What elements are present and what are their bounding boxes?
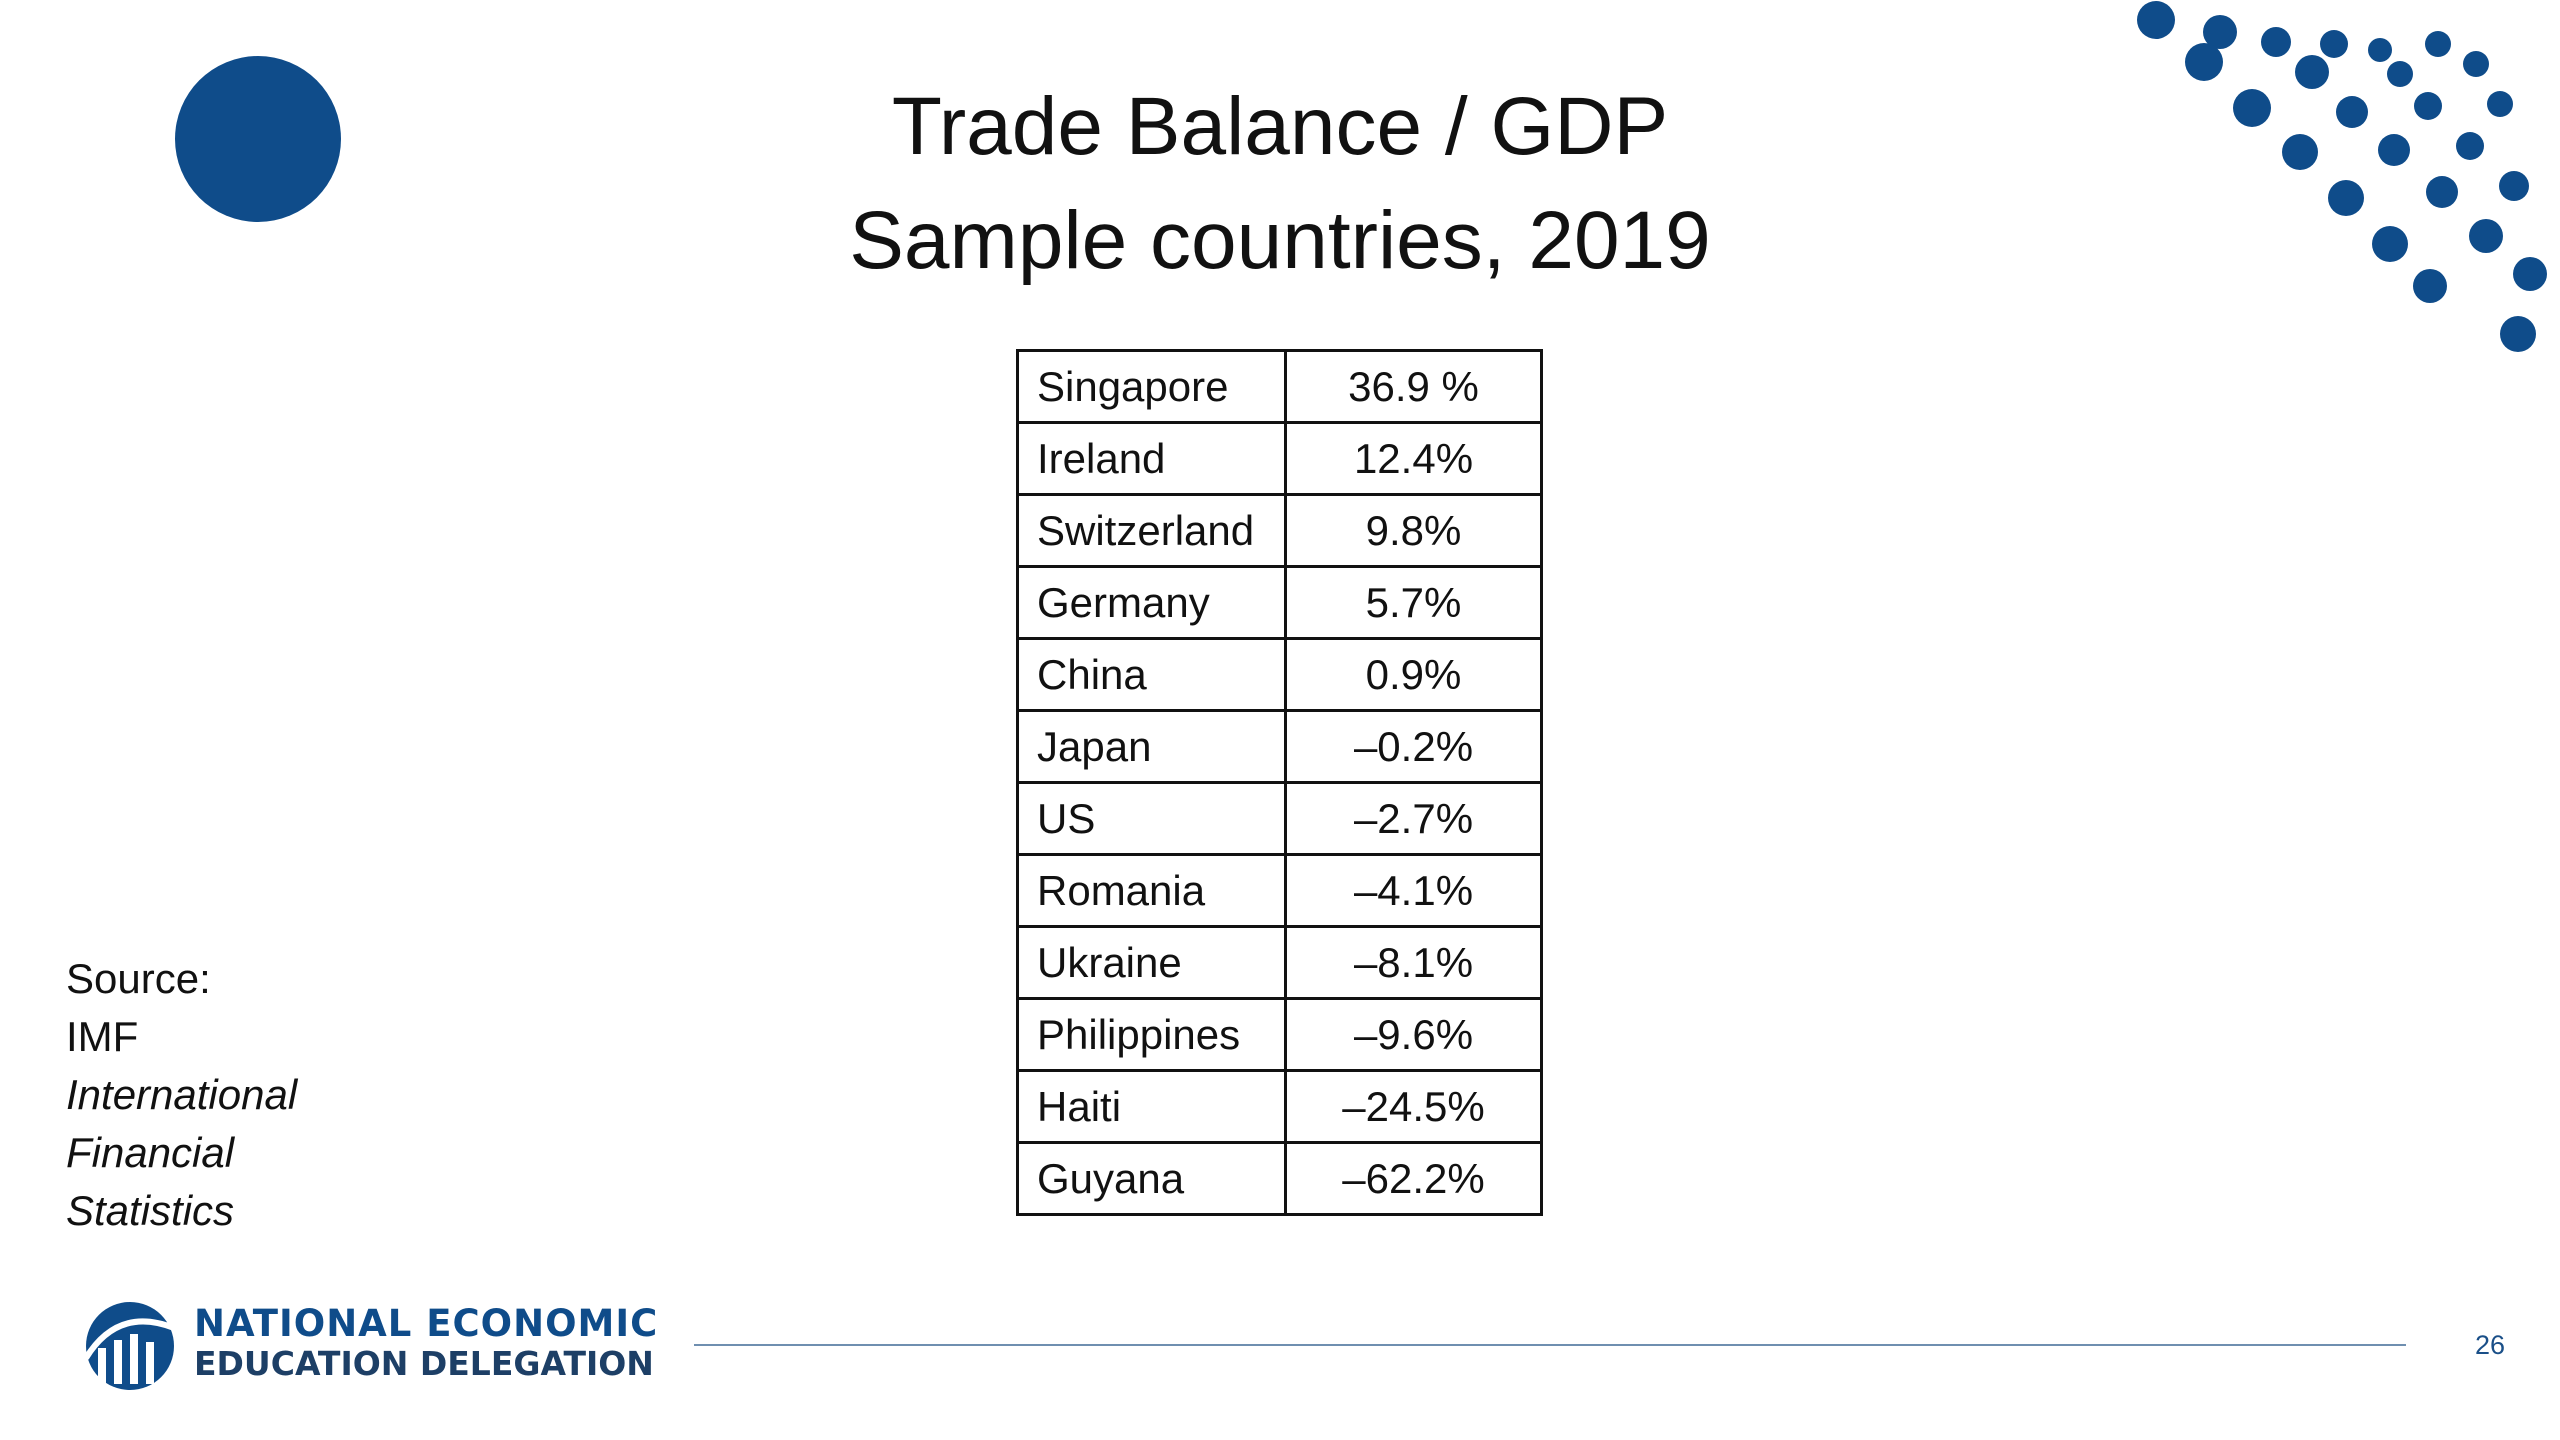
country-cell: Ireland bbox=[1016, 421, 1287, 496]
decorative-dot bbox=[2414, 92, 2442, 120]
value-cell: 12.4% bbox=[1284, 421, 1543, 496]
value-cell: –8.1% bbox=[1284, 925, 1543, 1000]
table-row: Switzerland 9.8% bbox=[1016, 493, 1543, 568]
decorative-dot bbox=[2499, 171, 2529, 201]
decorative-dot bbox=[2282, 134, 2318, 170]
decorative-dot bbox=[2513, 257, 2547, 291]
title-line-1: Trade Balance / GDP bbox=[891, 81, 1669, 172]
country-cell: Guyana bbox=[1016, 1141, 1287, 1216]
table-row: US –2.7% bbox=[1016, 781, 1543, 856]
table-row: Haiti –24.5% bbox=[1016, 1069, 1543, 1144]
decorative-dot bbox=[2500, 316, 2536, 352]
source-publication-line-2: Financial bbox=[66, 1129, 235, 1176]
decorative-circle bbox=[175, 56, 341, 222]
page-number: 26 bbox=[2474, 1330, 2506, 1360]
decorative-dot bbox=[2137, 1, 2175, 39]
decorative-dot bbox=[2456, 132, 2484, 160]
table-row: Singapore 36.9 % bbox=[1016, 349, 1543, 424]
value-cell: –4.1% bbox=[1284, 853, 1543, 928]
country-cell: China bbox=[1016, 637, 1287, 712]
decorative-dot bbox=[2487, 91, 2513, 117]
decorative-dot bbox=[2372, 226, 2408, 262]
value-cell: 0.9% bbox=[1284, 637, 1543, 712]
decorative-dot bbox=[2413, 269, 2447, 303]
country-cell: Philippines bbox=[1016, 997, 1287, 1072]
value-cell: 5.7% bbox=[1284, 565, 1543, 640]
country-cell: Ukraine bbox=[1016, 925, 1287, 1000]
value-cell: –24.5% bbox=[1284, 1069, 1543, 1144]
country-cell: Switzerland bbox=[1016, 493, 1287, 568]
need-logo-icon bbox=[78, 1298, 178, 1394]
brand-line-2: EDUCATION DELEGATION bbox=[194, 1344, 654, 1383]
decorative-dot bbox=[2320, 30, 2348, 58]
source-publication-line-1: International bbox=[66, 1071, 298, 1118]
decorative-dot bbox=[2336, 96, 2368, 128]
decorative-dot bbox=[2233, 89, 2271, 127]
decorative-dot bbox=[2425, 31, 2451, 57]
value-cell: 36.9 % bbox=[1284, 349, 1543, 424]
country-cell: Japan bbox=[1016, 709, 1287, 784]
value-cell: –2.7% bbox=[1284, 781, 1543, 856]
country-cell: Romania bbox=[1016, 853, 1287, 928]
table-row: China 0.9% bbox=[1016, 637, 1543, 712]
footer-divider bbox=[694, 1344, 2406, 1346]
trade-balance-table-container: Singapore 36.9 % Ireland 12.4% Switzerland… bbox=[1016, 349, 1543, 1216]
brand-line-1: NATIONAL ECONOMIC bbox=[194, 1302, 659, 1345]
trade-balance-table: Singapore 36.9 % Ireland 12.4% Switzerland… bbox=[1016, 349, 1543, 1216]
table-row: Romania –4.1% bbox=[1016, 853, 1543, 928]
table-row: Ireland 12.4% bbox=[1016, 421, 1543, 496]
table-row: Germany 5.7% bbox=[1016, 565, 1543, 640]
decorative-dot bbox=[2295, 55, 2329, 89]
decorative-dot bbox=[2328, 180, 2364, 216]
decorative-dot bbox=[2378, 134, 2410, 166]
source-note: Source: IMF International Financial Stat… bbox=[66, 950, 297, 1240]
source-org: IMF bbox=[66, 1013, 139, 1060]
country-cell: US bbox=[1016, 781, 1287, 856]
slide-title: Trade Balance / GDP Sample countries, 20… bbox=[0, 70, 2560, 298]
value-cell: –62.2% bbox=[1284, 1141, 1543, 1216]
value-cell: –9.6% bbox=[1284, 997, 1543, 1072]
country-cell: Singapore bbox=[1016, 349, 1287, 424]
organization-brand: NATIONAL ECONOMIC EDUCATION DELEGATION bbox=[194, 1304, 658, 1384]
country-cell: Haiti bbox=[1016, 1069, 1287, 1144]
table-row: Guyana –62.2% bbox=[1016, 1141, 1543, 1216]
decorative-dot bbox=[2387, 61, 2413, 87]
table-row: Japan –0.2% bbox=[1016, 709, 1543, 784]
decorative-dot-pattern bbox=[2100, 0, 2560, 420]
source-label: Source: bbox=[66, 955, 211, 1002]
decorative-dot bbox=[2463, 51, 2489, 77]
table-row: Philippines –9.6% bbox=[1016, 997, 1543, 1072]
title-line-2: Sample countries, 2019 bbox=[849, 195, 1711, 286]
decorative-dot bbox=[2469, 219, 2503, 253]
decorative-dot bbox=[2426, 176, 2458, 208]
decorative-dot bbox=[2261, 27, 2291, 57]
value-cell: –0.2% bbox=[1284, 709, 1543, 784]
table-row: Ukraine –8.1% bbox=[1016, 925, 1543, 1000]
decorative-dot bbox=[2368, 38, 2392, 62]
value-cell: 9.8% bbox=[1284, 493, 1543, 568]
decorative-dot bbox=[2185, 43, 2223, 81]
country-cell: Germany bbox=[1016, 565, 1287, 640]
source-publication-line-3: Statistics bbox=[66, 1187, 235, 1234]
